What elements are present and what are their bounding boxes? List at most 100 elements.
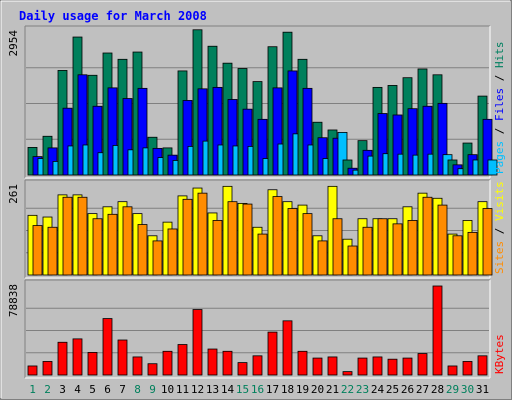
bar-files — [482, 118, 493, 176]
bar-sites — [257, 233, 268, 276]
bar-pages — [337, 132, 348, 176]
bar-sites — [287, 208, 298, 276]
legend-separator: / — [493, 121, 506, 141]
bar-sites — [422, 196, 433, 276]
bar-kbytes — [222, 350, 233, 376]
bar-sites — [272, 196, 283, 276]
bar-kbytes — [42, 361, 53, 376]
x-tick-label: 17 — [266, 383, 279, 396]
bar-sites — [152, 240, 163, 276]
bar-sites — [227, 201, 238, 276]
bar-files — [122, 98, 133, 176]
bar-kbytes — [207, 348, 218, 376]
x-tick-label: 29 — [446, 383, 459, 396]
panel-series-legend: Pages / Files / Hits — [493, 42, 506, 175]
bar-kbytes — [102, 318, 113, 376]
x-tick-label: 10 — [161, 383, 174, 396]
x-tick-label: 1 — [29, 383, 36, 396]
x-tick-label: 8 — [134, 383, 141, 396]
bar-sites — [362, 226, 373, 276]
bar-files — [107, 87, 118, 176]
bar-kbytes — [357, 357, 368, 376]
bar-kbytes — [147, 363, 158, 376]
legend-sites: Sites — [493, 241, 506, 274]
chart-title: Daily usage for March 2008 — [19, 9, 207, 23]
bar-files — [197, 88, 208, 176]
bar-kbytes — [447, 365, 458, 376]
x-tick-label: 11 — [176, 383, 189, 396]
panel-series-legend: Sites / Visits — [493, 181, 506, 274]
x-tick-label: 18 — [281, 383, 294, 396]
bar-files — [287, 70, 298, 176]
bar-kbytes — [87, 352, 98, 376]
bar-sites — [107, 213, 118, 276]
bar-files — [227, 99, 238, 176]
bar-kbytes — [132, 356, 143, 376]
x-tick-label: 21 — [326, 383, 339, 396]
bar-sites — [137, 224, 148, 276]
bar-files — [92, 105, 103, 176]
bar-files — [242, 108, 253, 176]
bar-sites — [197, 192, 208, 276]
panel-1: 2954 Pages / Files / Hits — [7, 25, 506, 179]
bar-kbytes — [402, 357, 413, 376]
x-tick-label: 12 — [191, 383, 204, 396]
x-tick-label: 20 — [311, 383, 324, 396]
bar-files — [317, 137, 328, 176]
bar-files — [407, 108, 418, 176]
legend-files: Files — [493, 88, 506, 121]
bar-kbytes — [282, 320, 293, 376]
x-tick-label: 7 — [119, 383, 126, 396]
bar-kbytes — [387, 358, 398, 376]
bar-kbytes — [177, 344, 188, 376]
bar-files — [302, 87, 313, 176]
bar-kbytes — [192, 309, 203, 376]
bar-kbytes — [312, 357, 323, 376]
bar-kbytes — [477, 355, 488, 376]
bar-kbytes — [417, 353, 428, 376]
bar-sites — [32, 225, 43, 276]
legend-visits: Visits — [493, 181, 506, 221]
bar-kbytes — [372, 356, 383, 376]
panel-series-legend: KBytes — [493, 334, 506, 374]
bar-kbytes — [327, 356, 338, 376]
bar-files — [62, 107, 73, 176]
bar-kbytes — [57, 341, 68, 376]
bar-sites — [437, 204, 448, 276]
bar-sites — [407, 220, 418, 276]
bar-sites — [317, 240, 328, 276]
bar-sites — [77, 196, 88, 276]
bar-sites — [242, 203, 253, 276]
panel-3: 78838 KBytes — [7, 279, 506, 379]
bar-sites — [392, 223, 403, 276]
panels-group: 2954 Pages / Files / Hits 261 Sites / Visit… — [7, 25, 506, 379]
bar-pages — [487, 159, 498, 176]
legend-hits: Hits — [493, 42, 506, 69]
bar-kbytes — [267, 331, 278, 376]
x-tick-label: 19 — [296, 383, 309, 396]
bar-sites — [482, 208, 493, 276]
bar-files — [212, 86, 223, 176]
legend-separator: / — [493, 221, 506, 241]
bar-sites — [347, 245, 358, 276]
bar-files — [182, 100, 193, 176]
bar-sites — [332, 218, 343, 276]
bar-sites — [122, 206, 133, 276]
x-tick-label: 15 — [236, 383, 249, 396]
x-tick-label: 4 — [74, 383, 81, 396]
x-tick-label: 27 — [416, 383, 429, 396]
bar-kbytes — [432, 285, 443, 376]
x-tick-label: 24 — [371, 383, 385, 396]
bar-kbytes — [27, 365, 38, 376]
x-tick-label: 5 — [89, 383, 96, 396]
bar-kbytes — [462, 361, 473, 376]
bar-sites — [47, 226, 58, 276]
bar-files — [377, 113, 388, 176]
x-tick-label: 16 — [251, 383, 264, 396]
x-tick-label: 6 — [104, 383, 111, 396]
bar-kbytes — [162, 350, 173, 376]
bar-files — [392, 114, 403, 176]
bar-kbytes — [237, 362, 248, 376]
legend-kbytes: KBytes — [493, 334, 506, 374]
